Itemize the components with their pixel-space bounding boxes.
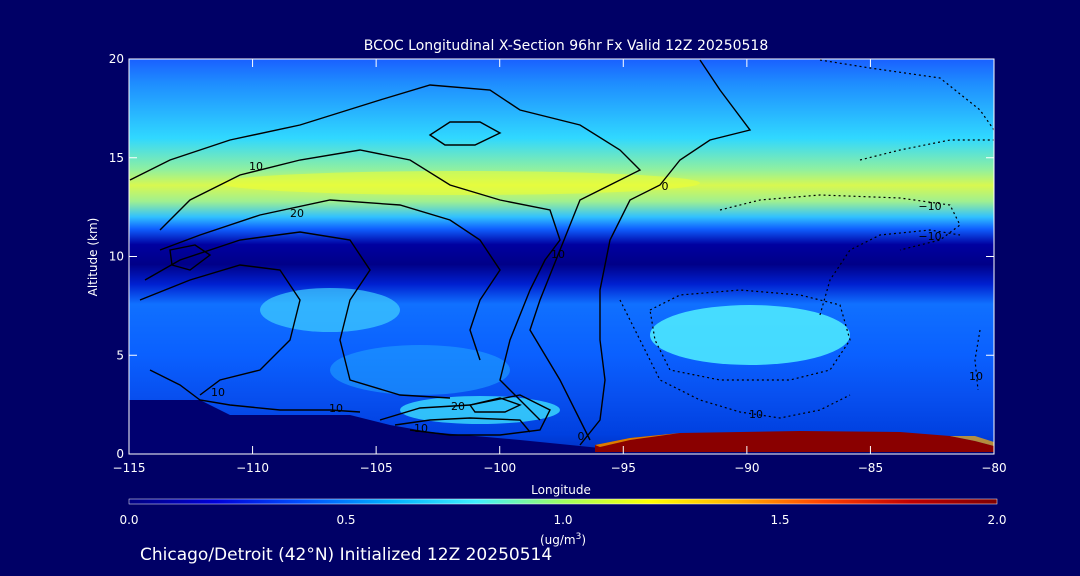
plot-background bbox=[129, 59, 994, 454]
contour-line-20 bbox=[159, 199, 501, 361]
contour-label: 10 bbox=[211, 386, 225, 399]
colorbar: 0.0 0.5 1.0 1.5 2.0 (ug/m3) bbox=[119, 498, 1007, 547]
colorbar-tick-label: 2.0 bbox=[987, 513, 1006, 527]
y-tick-label: 10 bbox=[109, 250, 124, 264]
contour-label: 20 bbox=[290, 207, 304, 220]
contour-line-inner bbox=[144, 231, 451, 399]
contour-label: 0 bbox=[662, 180, 669, 193]
x-tick-label: −80 bbox=[981, 461, 1006, 475]
contour-line-core bbox=[139, 264, 301, 396]
contour-lines bbox=[129, 59, 752, 446]
terrain-mask bbox=[129, 400, 994, 454]
x-tick-label: −95 bbox=[611, 461, 636, 475]
negative-contour-g bbox=[859, 139, 994, 161]
contour-label: 20 bbox=[451, 400, 465, 413]
negative-contour-a bbox=[819, 59, 994, 131]
contour-line-east bbox=[579, 59, 752, 446]
colorbar-tick-label: 1.0 bbox=[553, 513, 572, 527]
y-tick-label: 5 bbox=[116, 348, 124, 362]
negative-contour-c bbox=[619, 299, 851, 419]
x-tick-label: −110 bbox=[236, 461, 269, 475]
y-tick-label: 0 bbox=[116, 447, 124, 461]
contour-label: −10 bbox=[918, 230, 941, 243]
negative-contours bbox=[619, 59, 994, 419]
mid-level-patch-center bbox=[330, 345, 510, 395]
y-axis-ticks: 0 5 10 15 20 bbox=[109, 52, 994, 461]
upper-layer-maximum bbox=[220, 171, 700, 195]
contour-closed-top bbox=[428, 121, 502, 146]
contour-label: 10 bbox=[414, 422, 428, 435]
surface-maximum bbox=[595, 431, 994, 452]
contour-label: 10 bbox=[749, 408, 763, 421]
contour-closed-low bbox=[468, 397, 522, 413]
negative-contour-f bbox=[974, 329, 981, 391]
contour-line-10 bbox=[159, 149, 561, 421]
colorbar-tick-label: 0.0 bbox=[119, 513, 138, 527]
negative-contour-e bbox=[819, 229, 961, 316]
colorbar-label: (ug/m3) bbox=[540, 532, 586, 547]
x-tick-label: −90 bbox=[734, 461, 759, 475]
contour-closed-west bbox=[169, 244, 212, 271]
x-tick-label: −85 bbox=[858, 461, 883, 475]
y-tick-label: 20 bbox=[109, 52, 124, 66]
contour-line-low-a bbox=[379, 394, 551, 436]
colorbar-tick-label: 1.5 bbox=[770, 513, 789, 527]
shaded-field bbox=[129, 171, 994, 454]
contour-label: 10 bbox=[551, 248, 565, 261]
x-tick-label: −115 bbox=[113, 461, 146, 475]
y-axis-label: Altitude (km) bbox=[86, 218, 100, 297]
colorbar-ramp bbox=[128, 498, 998, 505]
chart-title: BCOC Longitudinal X-Section 96hr Fx Vali… bbox=[364, 38, 768, 54]
x-tick-label: −100 bbox=[483, 461, 516, 475]
colorbar-ticks: 0.0 0.5 1.0 1.5 2.0 bbox=[119, 513, 1006, 527]
low-level-patch bbox=[400, 396, 560, 424]
y-tick-label: 15 bbox=[109, 151, 124, 165]
negative-contour-d bbox=[649, 289, 851, 381]
contour-label: −10 bbox=[918, 200, 941, 213]
contour-label: 10 bbox=[969, 370, 983, 383]
contour-line-low-b bbox=[394, 417, 531, 433]
mid-level-patch-west bbox=[260, 288, 400, 332]
x-axis-ticks: −115 −110 −105 −100 −95 −90 −85 −80 bbox=[113, 59, 1007, 475]
contour-labels: 10 20 10 10 20 10 0 0 10 10 −10 −10 10 bbox=[211, 160, 983, 443]
contour-label: 0 bbox=[578, 430, 585, 443]
x-tick-label: −105 bbox=[360, 461, 393, 475]
x-axis-label: Longitude bbox=[531, 483, 591, 497]
contour-line-low-west bbox=[149, 369, 361, 413]
colorbar-tick-label: 0.5 bbox=[336, 513, 355, 527]
contour-label: 10 bbox=[329, 402, 343, 415]
contour-line-outer bbox=[129, 84, 642, 441]
contour-label: 10 bbox=[249, 160, 263, 173]
negative-contour-b bbox=[719, 194, 961, 251]
mid-level-maximum bbox=[650, 305, 850, 365]
chart-subtitle: Chicago/Detroit (42°N) Initialized 12Z 2… bbox=[140, 545, 552, 565]
